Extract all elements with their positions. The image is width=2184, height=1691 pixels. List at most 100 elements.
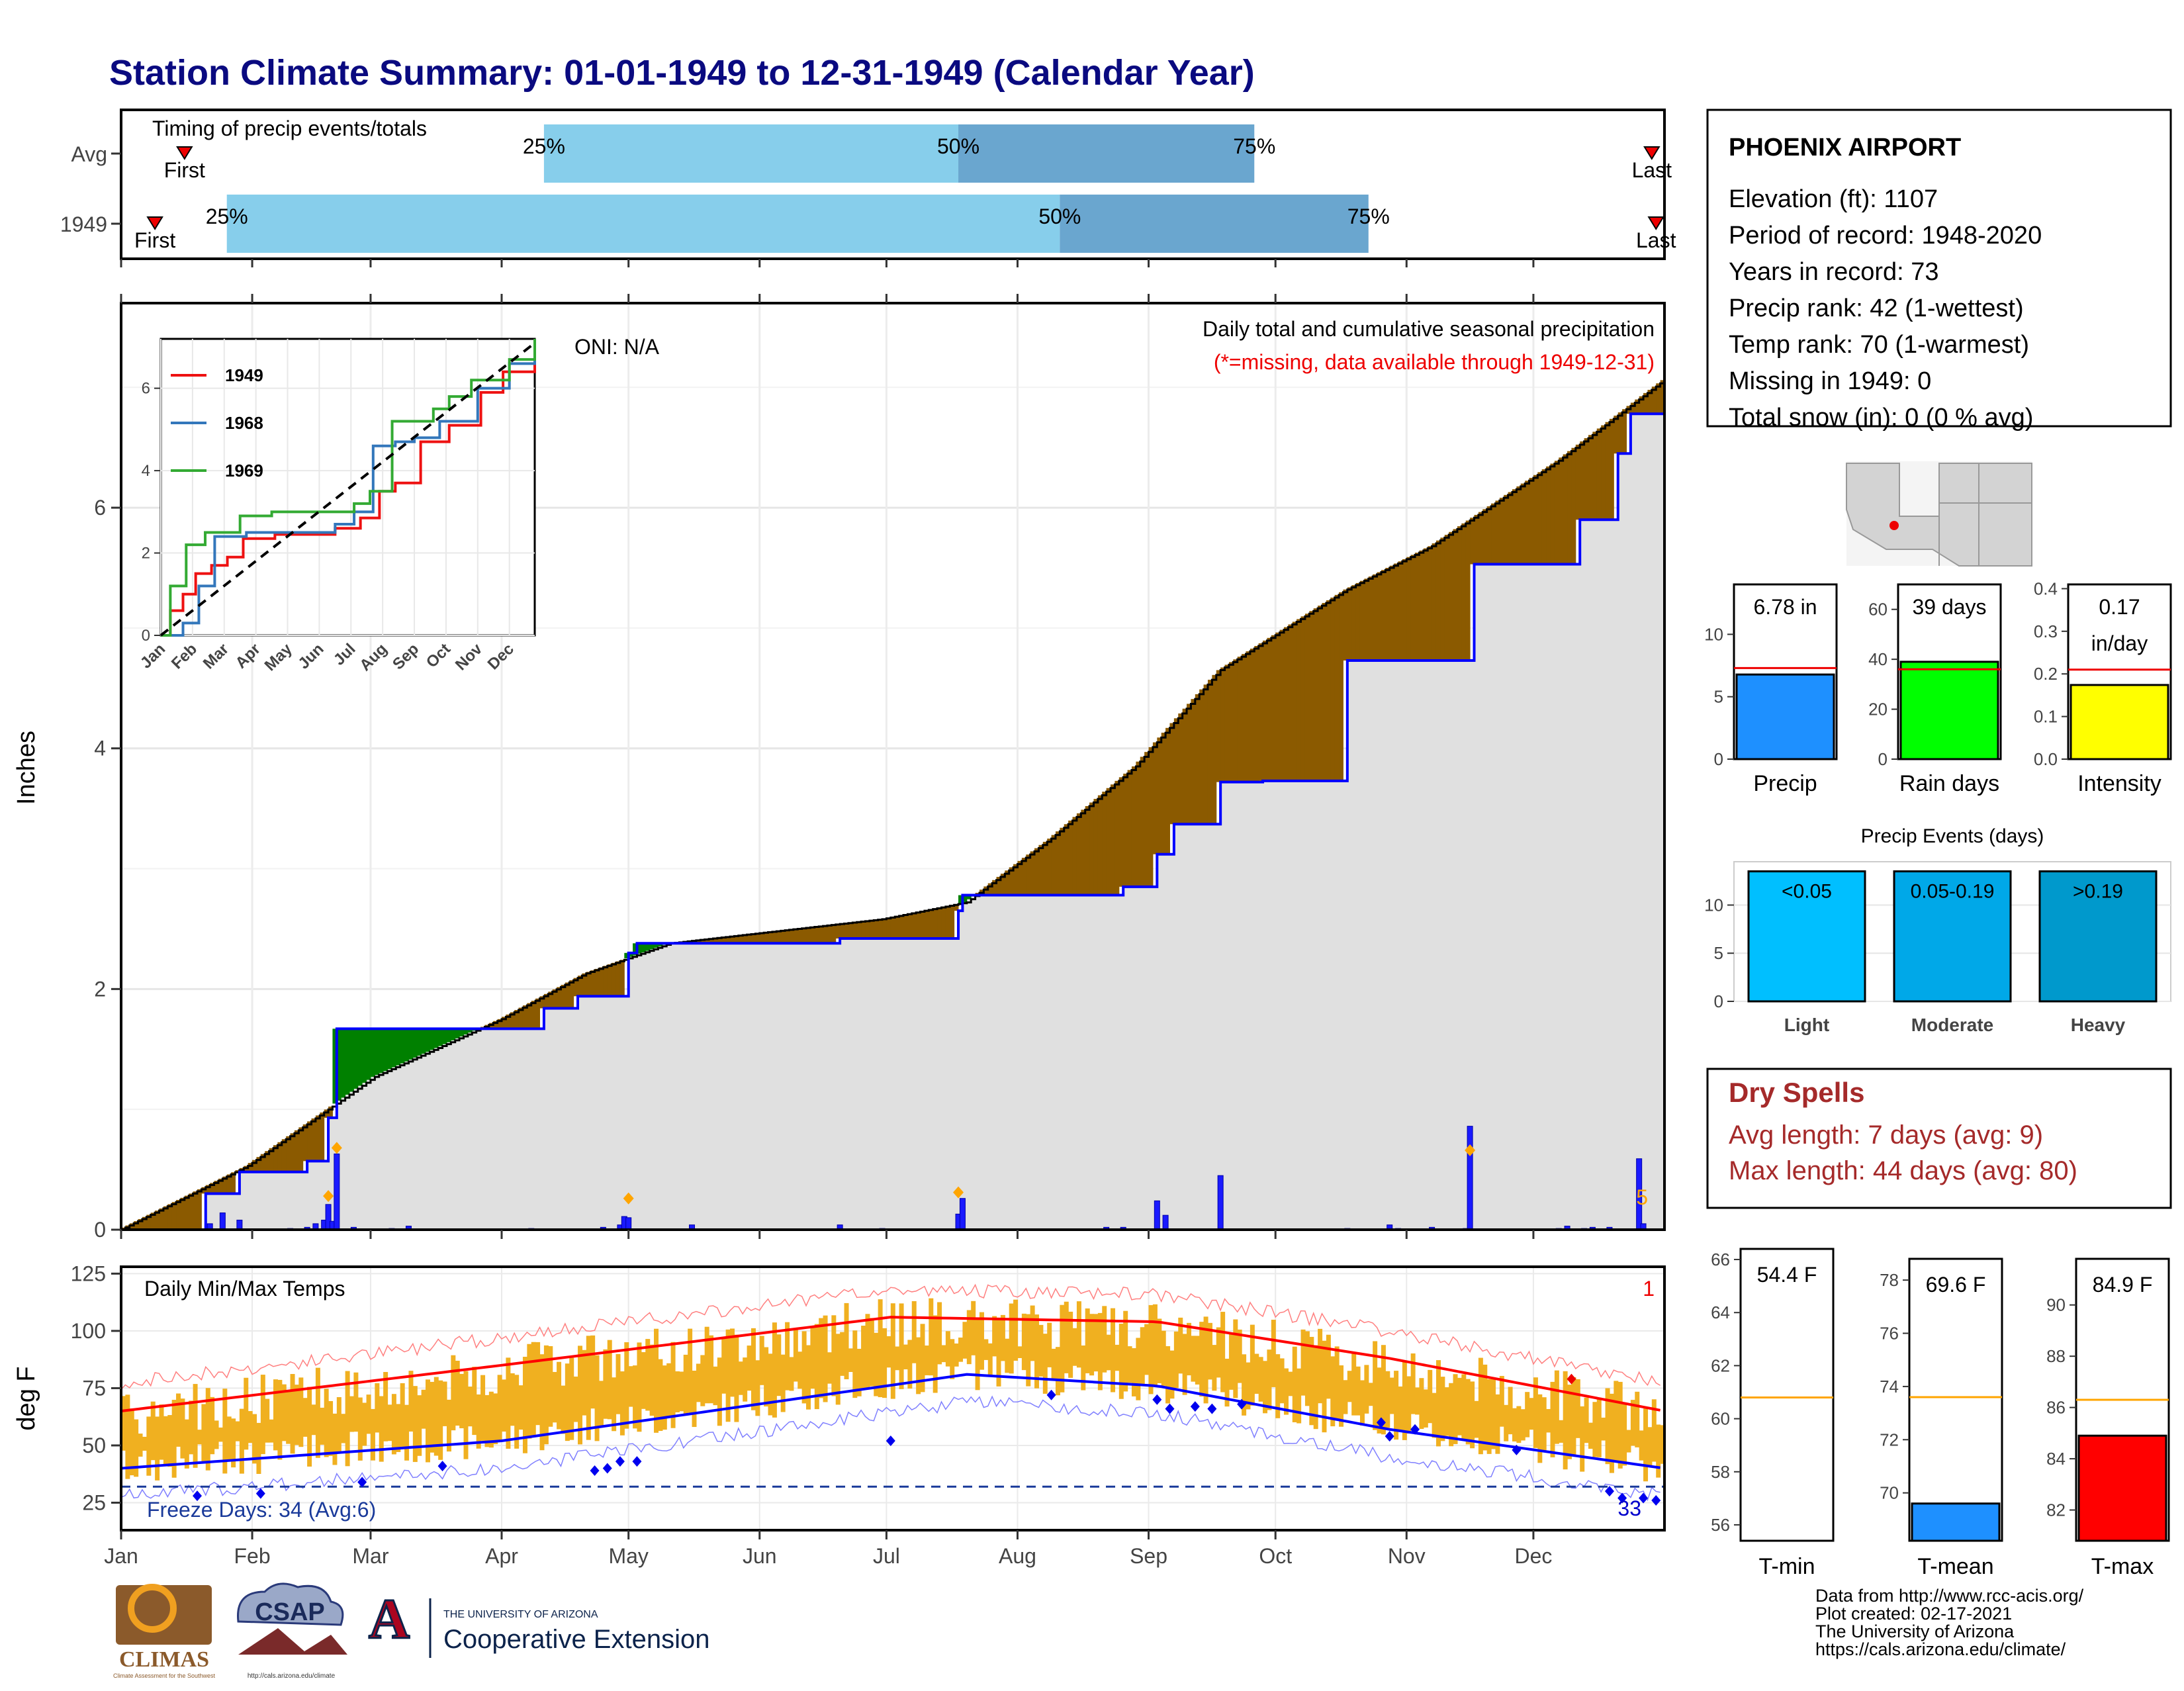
daily-temp-bar [945, 1331, 950, 1367]
daily-temp-bar [1051, 1348, 1056, 1381]
difference-fill [1630, 402, 1635, 414]
daily-temp-bar [1516, 1406, 1522, 1443]
difference-fill [1064, 824, 1069, 895]
daily-temp-bar [1571, 1377, 1576, 1455]
daily-temp-bar [1474, 1400, 1479, 1438]
difference-fill [324, 1109, 329, 1118]
daily-temp-bar [1605, 1388, 1610, 1465]
daily-precip-bar [1467, 1126, 1473, 1230]
difference-fill [1131, 766, 1136, 887]
daily-temp-bar [844, 1303, 849, 1379]
daily-temp-bar [950, 1339, 955, 1379]
difference-fill [734, 935, 739, 944]
daily-temp-bar [615, 1353, 621, 1414]
daily-temp-bar [129, 1408, 134, 1476]
first-marker [176, 146, 193, 160]
footer-line: https://cals.arizona.edu/climate/ [1815, 1639, 2066, 1659]
difference-fill [412, 1028, 418, 1058]
difference-fill [776, 931, 782, 944]
daily-temp-bar [357, 1397, 363, 1461]
record-high-marker [1567, 1373, 1576, 1385]
difference-fill [1334, 594, 1340, 781]
station-map [1846, 461, 2032, 567]
difference-fill [772, 931, 777, 944]
y-tick-label: 75 [82, 1376, 106, 1400]
difference-fill [1233, 659, 1238, 782]
difference-fill [569, 980, 574, 1009]
daily-temp-bar [1444, 1387, 1449, 1436]
inset-legend-label: 1969 [225, 461, 263, 480]
temp-panel-title: Daily Min/Max Temps [144, 1277, 345, 1301]
difference-fill [214, 1181, 219, 1194]
daily-temp-bar [780, 1354, 786, 1412]
events-tick: 0 [1714, 991, 1723, 1011]
daily-temp-bar [345, 1371, 350, 1467]
station-line: Years in record: 73 [1729, 258, 1939, 286]
daily-temp-bar [1457, 1377, 1462, 1436]
difference-fill [231, 1172, 236, 1194]
difference-fill [561, 985, 566, 1009]
difference-fill [1165, 727, 1170, 854]
oni-label: ONI: N/A [574, 335, 660, 359]
difference-fill [522, 1005, 527, 1029]
daily-temp-bar [320, 1407, 325, 1445]
difference-fill [759, 933, 764, 944]
difference-fill [408, 1028, 414, 1060]
ua-logo-big-text: Cooperative Extension [443, 1625, 709, 1654]
daily-temp-bar [658, 1359, 663, 1432]
inset-y-tick: 2 [142, 545, 150, 563]
daily-temp-bar [996, 1317, 1001, 1387]
daily-temp-bar [962, 1322, 968, 1359]
cumulative-line [121, 412, 1664, 1231]
event-marker [331, 1142, 342, 1154]
temp-bar-label: T-mean [1917, 1554, 1993, 1579]
daily-temp-bar [827, 1352, 832, 1384]
difference-fill [916, 911, 921, 938]
difference-fill [252, 1160, 257, 1172]
record-low-marker [1190, 1401, 1200, 1412]
station-line: Missing in 1949: 0 [1729, 367, 1931, 395]
inset-legend-label: 1968 [225, 413, 263, 433]
difference-fill [1288, 624, 1293, 781]
daily-temp-bar [987, 1343, 993, 1375]
event-bar-label: Light [1784, 1015, 1829, 1035]
difference-fill [193, 1191, 198, 1230]
difference-fill [1000, 874, 1005, 895]
daily-temp-bar [801, 1331, 807, 1404]
y-tick-label: 125 [71, 1261, 106, 1285]
event-bar-range: 0.05-0.19 [1911, 881, 1995, 903]
difference-fill [302, 1124, 308, 1162]
difference-fill [138, 1218, 143, 1230]
daily-temp-bar [886, 1336, 891, 1368]
daily-temp-bar [421, 1389, 426, 1429]
daily-temp-bar [1030, 1305, 1035, 1361]
difference-fill [649, 943, 655, 950]
event-bar [2038, 870, 2158, 1003]
daily-temp-bar [121, 1396, 126, 1451]
daily-temp-bar [929, 1298, 934, 1376]
station-line: Period of record: 1948-2020 [1729, 222, 2042, 250]
difference-fill [717, 937, 722, 944]
difference-fill [1406, 557, 1412, 661]
difference-fill [256, 1157, 261, 1172]
difference-fill [619, 960, 625, 997]
difference-fill [1199, 689, 1205, 825]
csap-logo-text: CSAP [255, 1598, 325, 1626]
daily-temp-bar [1089, 1314, 1095, 1376]
csap-logo-url: http://cals.arizona.edu/climate [248, 1672, 336, 1680]
daily-temp-bar [1512, 1408, 1517, 1441]
difference-fill [1275, 632, 1281, 781]
difference-fill [1491, 503, 1496, 565]
difference-fill [197, 1189, 202, 1230]
difference-fill [1343, 589, 1348, 661]
daily-temp-bar [1541, 1397, 1547, 1451]
difference-fill [1330, 597, 1336, 781]
daily-temp-bar [1537, 1394, 1543, 1463]
daily-temp-bar [878, 1299, 883, 1398]
difference-fill [1339, 592, 1343, 781]
difference-fill [463, 1028, 469, 1035]
daily-temp-bar [150, 1401, 156, 1461]
daily-temp-bar [248, 1411, 253, 1443]
daily-temp-bar [848, 1348, 853, 1372]
daily-temp-bar [256, 1422, 261, 1474]
